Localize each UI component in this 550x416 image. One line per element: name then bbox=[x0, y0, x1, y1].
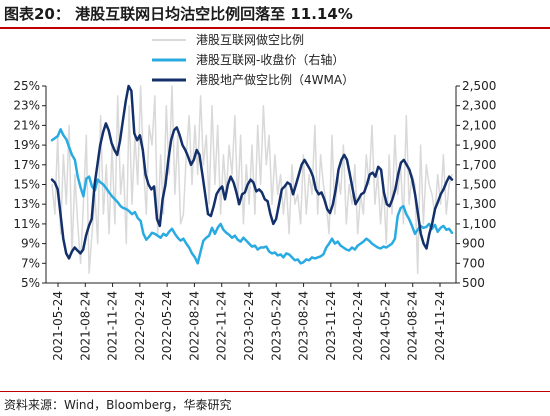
y-left-tick-label: 13% bbox=[13, 197, 40, 211]
y-right-tick-label: 2,300 bbox=[462, 99, 496, 113]
chart-title: 图表20： 港股互联网日均沽空比例回落至 11.14% bbox=[4, 5, 353, 23]
y-left-tick-label: 23% bbox=[13, 99, 40, 113]
x-tick-label: 2021-05-24 bbox=[51, 291, 65, 361]
x-tick-label: 2022-08-24 bbox=[187, 291, 201, 361]
y-right-tick-label: 1,500 bbox=[462, 178, 496, 192]
y-right-tick-label: 1,700 bbox=[462, 158, 496, 172]
dual-axis-line-chart: 5% 7% 9% 11% 13% 15% 17% 19% 21% 23% 25% 500 700 900… bbox=[13, 32, 496, 361]
y-left-tick-label: 15% bbox=[13, 178, 40, 192]
x-tick-label: 2021-08-24 bbox=[78, 291, 92, 361]
footer-divider bbox=[0, 391, 550, 392]
y-left-tick-label: 25% bbox=[13, 79, 40, 93]
x-tick-label: 2024-05-24 bbox=[378, 291, 392, 361]
y-right-tick-label: 700 bbox=[462, 256, 485, 270]
y-left-tick-label: 17% bbox=[13, 158, 40, 172]
y-right-tick-label: 1,100 bbox=[462, 217, 496, 231]
legend-label-2: 港股互联网-收盘价（右轴） bbox=[196, 52, 344, 67]
x-tick-label: 2023-05-24 bbox=[269, 291, 283, 361]
x-tick-label: 2023-02-24 bbox=[242, 291, 256, 361]
series-line-3 bbox=[50, 84, 454, 260]
y-left-tick-label: 19% bbox=[13, 138, 40, 152]
x-tick-label: 2022-11-24 bbox=[215, 291, 229, 361]
x-tick-label: 2022-05-24 bbox=[160, 291, 174, 361]
x-tick-label: 2024-11-24 bbox=[433, 291, 447, 361]
legend-label-1: 港股互联网做空比例 bbox=[196, 32, 304, 47]
source-note: 资料来源：Wind，Bloomberg，华泰研究 bbox=[4, 398, 232, 412]
y-left-tick-label: 11% bbox=[13, 217, 40, 231]
x-tick-label: 2023-08-24 bbox=[297, 291, 311, 361]
y-right-tick-label: 900 bbox=[462, 237, 485, 251]
series-line-2 bbox=[50, 128, 454, 265]
x-tick-label: 2024-08-24 bbox=[406, 291, 420, 361]
y-left-tick-label: 21% bbox=[13, 118, 40, 132]
y-right-tick-label: 500 bbox=[462, 276, 485, 290]
y-right-tick-label: 1,300 bbox=[462, 197, 496, 211]
y-left-tick-label: 5% bbox=[21, 276, 40, 290]
y-right-tick-label: 1,900 bbox=[462, 138, 496, 152]
x-tick-label: 2023-11-24 bbox=[324, 291, 338, 361]
y-right-tick-label: 2,100 bbox=[462, 118, 496, 132]
y-left-tick-label: 9% bbox=[21, 237, 40, 251]
legend-label-3: 港股地产做空比例（4WMA） bbox=[196, 72, 354, 87]
x-tick-label: 2022-02-24 bbox=[133, 291, 147, 361]
x-tick-label: 2024-02-24 bbox=[351, 291, 365, 361]
x-tick-label: 2021-11-24 bbox=[106, 291, 120, 361]
y-right-tick-label: 2,500 bbox=[462, 79, 496, 93]
y-left-tick-label: 7% bbox=[21, 256, 40, 270]
title-divider bbox=[0, 27, 550, 29]
series-line-1 bbox=[51, 85, 453, 274]
